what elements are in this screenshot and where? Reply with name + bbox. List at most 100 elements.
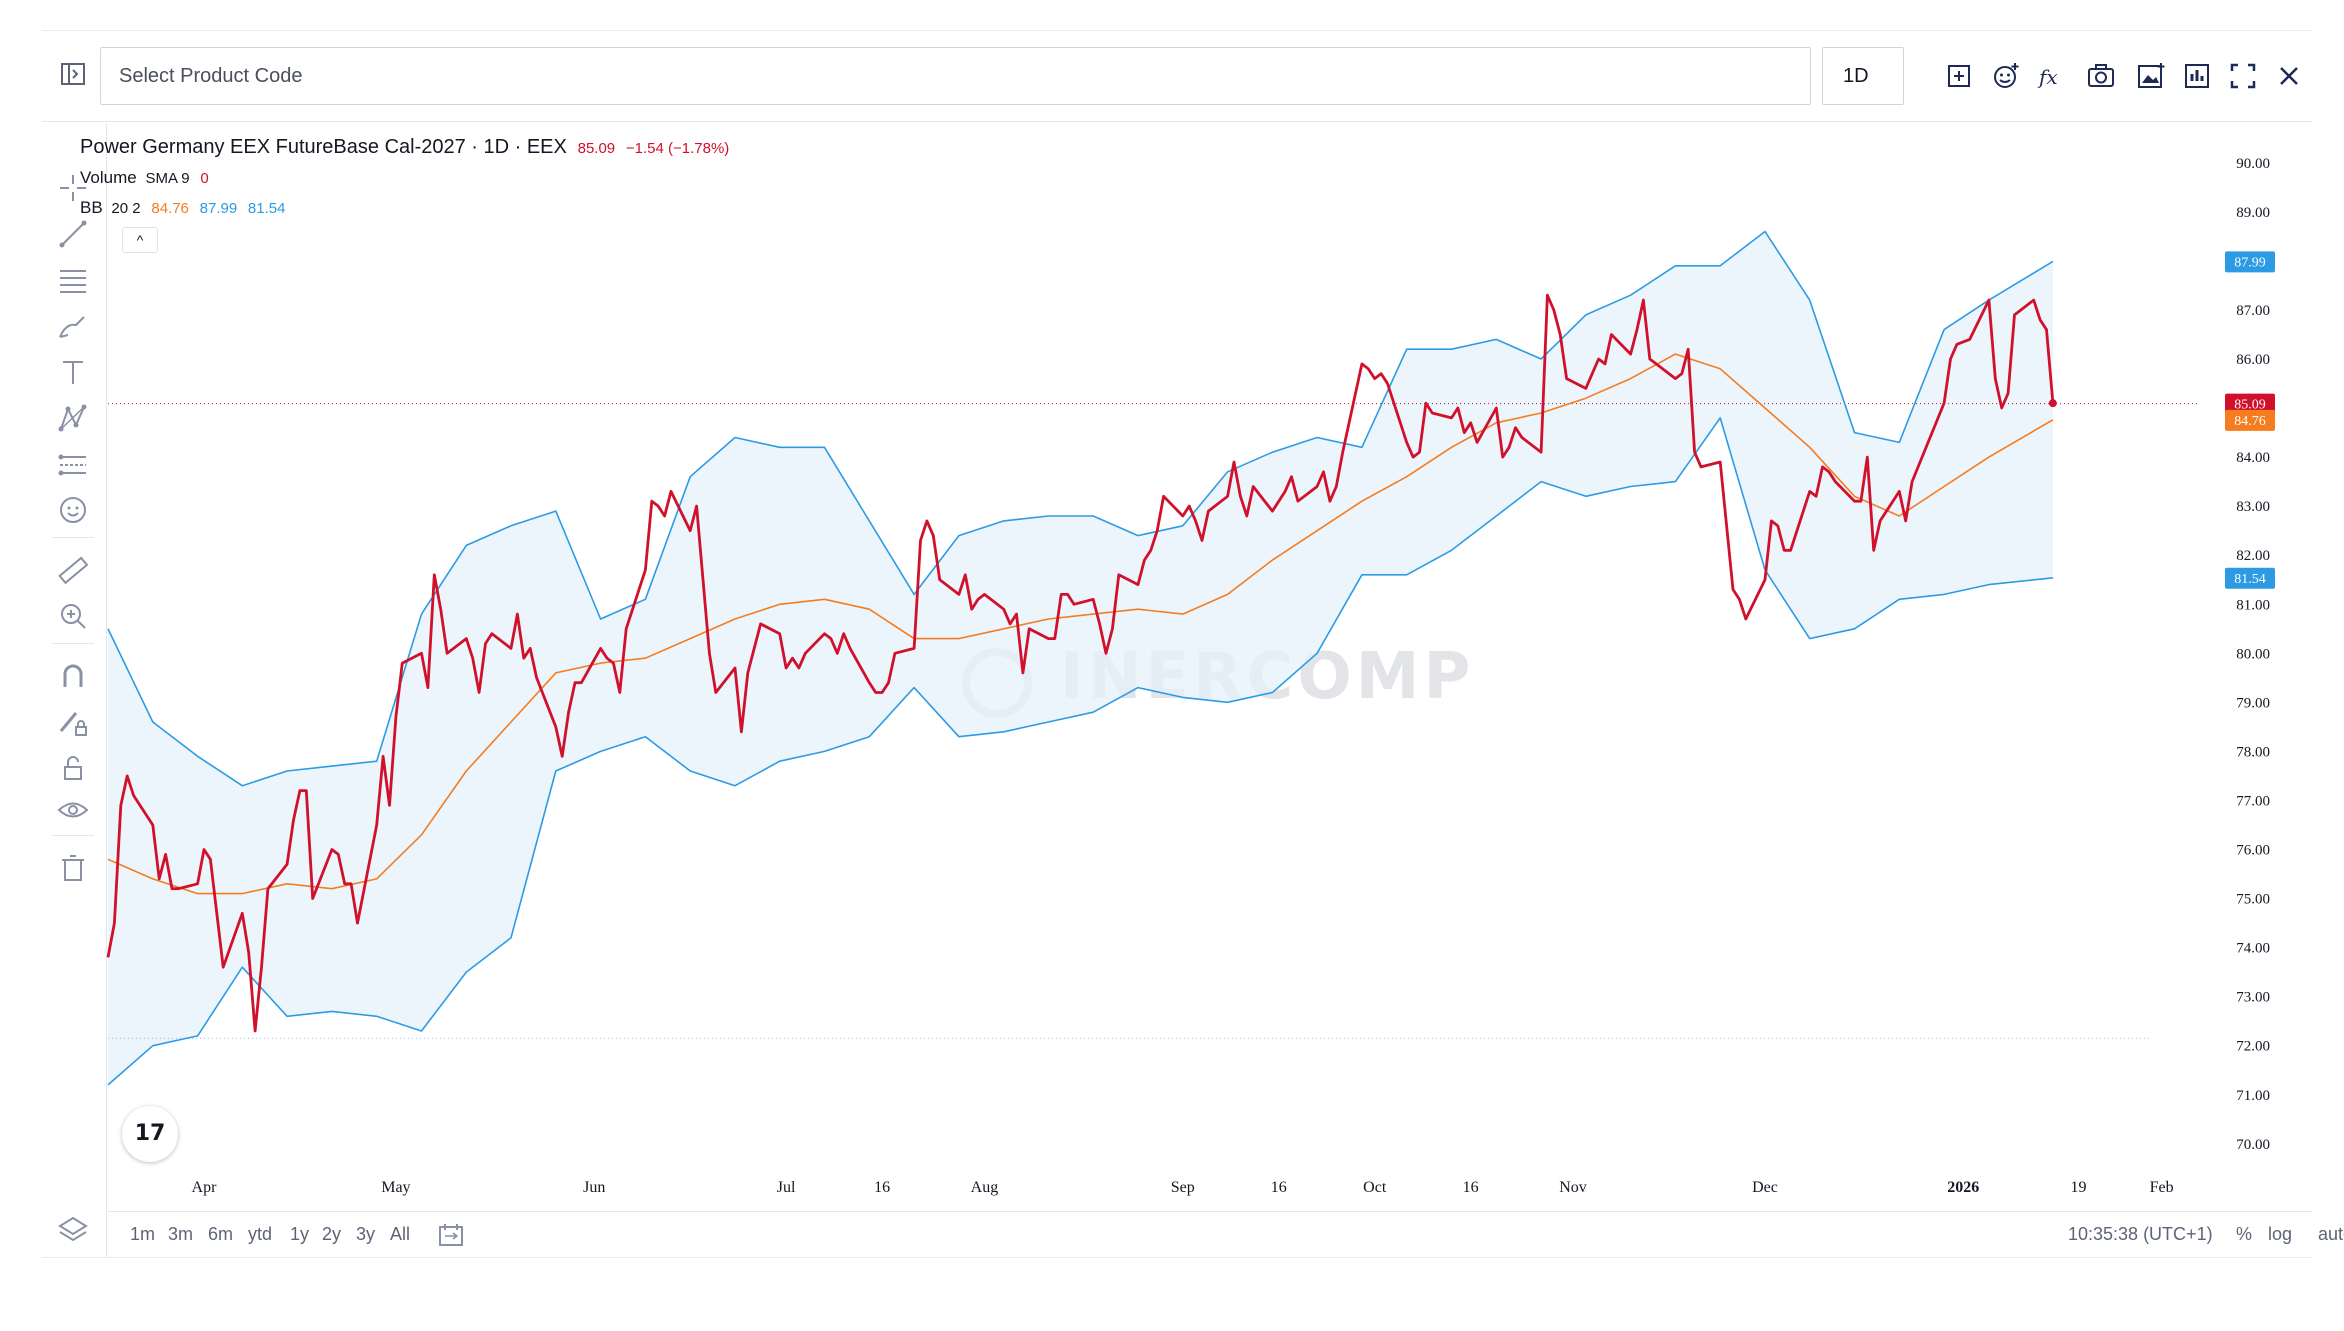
camera-icon[interactable] — [2084, 59, 2118, 93]
zoom-icon[interactable] — [56, 599, 90, 633]
eye-icon[interactable] — [56, 793, 90, 827]
interval-selector[interactable]: 1D — [1822, 47, 1904, 105]
chart-widget: 1D fx 1m 3m 6m ytd 1y 2y — [42, 30, 2344, 1258]
x-tick-label: Jun — [583, 1179, 605, 1196]
layers-icon[interactable] — [56, 1213, 90, 1247]
legend-symbol-row: Power Germany EEX FutureBase Cal-2027 · … — [80, 136, 729, 159]
price-badge-lower-label: 81.54 — [2234, 572, 2266, 587]
bar-chart-icon[interactable] — [2180, 59, 2214, 93]
legend-bb-upper: 87.99 — [199, 200, 238, 217]
sidebar-toggle-icon[interactable] — [60, 61, 86, 87]
pattern-icon[interactable] — [56, 401, 90, 435]
y-tick-label: 86.00 — [2236, 352, 2270, 368]
legend-last-price: 85.09 — [577, 140, 616, 157]
range-6m[interactable]: 6m — [208, 1224, 234, 1244]
bb-upper-line — [107, 230, 2054, 787]
y-tick-label: 89.00 — [2236, 205, 2270, 221]
bb-basis-line — [107, 353, 2054, 895]
y-tick-label: 78.00 — [2236, 744, 2270, 760]
x-tick-label: 16 — [874, 1179, 890, 1196]
percent-scale-toggle[interactable]: % — [2236, 1224, 2253, 1244]
legend-volume-value: 0 — [200, 170, 209, 187]
x-tick-label: 16 — [1463, 1179, 1479, 1196]
x-tick-label: 2026 — [1947, 1179, 1979, 1196]
add-compare-icon[interactable] — [1942, 59, 1976, 93]
x-tick-label: 16 — [1271, 1179, 1287, 1196]
range-3y[interactable]: 3y — [356, 1224, 376, 1244]
crosshair-icon[interactable] — [56, 171, 90, 205]
legend-volume-row: Volume SMA 9 0 — [80, 168, 209, 188]
price-badge-basis-label: 84.76 — [2234, 414, 2266, 429]
legend-collapse-button[interactable]: ^ — [122, 227, 158, 253]
y-tick-label: 84.00 — [2236, 450, 2270, 466]
x-tick-label: Nov — [1559, 1179, 1587, 1196]
price-line — [106, 293, 2055, 1033]
svg-text:fx: fx — [2037, 65, 2058, 89]
x-tick-label: 19 — [2070, 1179, 2086, 1196]
horizontal-lines-icon[interactable] — [56, 263, 90, 297]
price-badge-lower — [2225, 567, 2275, 589]
range-1m[interactable]: 1m — [130, 1224, 156, 1244]
range-1y[interactable]: 1y — [290, 1224, 310, 1244]
x-tick-label: Jul — [777, 1179, 796, 1196]
y-tick-label: 74.00 — [2236, 941, 2270, 957]
bb-lower-line — [107, 417, 2053, 1086]
range-2y[interactable]: 2y — [322, 1224, 342, 1244]
legend-symbol[interactable]: Power Germany EEX FutureBase Cal-2027 · … — [80, 136, 567, 158]
forecast-icon[interactable] — [56, 447, 90, 481]
x-tick-label: Oct — [1363, 1179, 1387, 1196]
legend-bb-basis: 84.76 — [151, 200, 189, 217]
magnet-icon[interactable] — [56, 659, 90, 693]
emoji-icon[interactable] — [1989, 59, 2023, 93]
range-all[interactable]: All — [390, 1224, 411, 1244]
x-tick-label: Sep — [1171, 1179, 1195, 1196]
fullscreen-icon[interactable] — [2226, 59, 2260, 93]
price-badge-last-label: 85.09 — [2234, 398, 2266, 413]
legend-volume-params: SMA 9 — [145, 170, 190, 187]
price-badge-last — [2225, 393, 2275, 415]
y-tick-label: 87.00 — [2236, 303, 2270, 319]
legend-bb-label[interactable]: BB — [80, 198, 103, 217]
range-3m[interactable]: 3m — [168, 1224, 194, 1244]
lock-icon[interactable] — [56, 751, 90, 785]
legend-volume-label[interactable]: Volume — [80, 168, 137, 187]
trend-line-icon[interactable] — [56, 217, 90, 251]
trash-icon[interactable] — [56, 851, 90, 885]
clock-timezone[interactable]: 10:35:38 (UTC+1) — [2068, 1224, 2213, 1244]
y-tick-label: 76.00 — [2236, 843, 2270, 859]
bollinger-band-fill — [108, 231, 2053, 1085]
x-tick-label: Feb — [2150, 1179, 2174, 1196]
y-tick-label: 77.00 — [2236, 793, 2270, 809]
y-tick-label: 70.00 — [2236, 1137, 2270, 1153]
auto-scale-toggle[interactable]: auto — [2318, 1224, 2344, 1244]
ruler-icon[interactable] — [56, 553, 90, 587]
chart-image-icon[interactable] — [2134, 59, 2168, 93]
product-code-search[interactable] — [100, 47, 1811, 105]
price-badge-upper — [2225, 251, 2275, 273]
last-price-dot — [2048, 399, 2057, 408]
indicators-icon[interactable]: fx — [2035, 59, 2069, 93]
product-code-input[interactable] — [101, 48, 1810, 104]
brush-icon[interactable] — [56, 309, 90, 343]
top-toolbar: 1D fx — [42, 31, 2312, 122]
x-tick-label: Apr — [192, 1179, 218, 1196]
lock-drawing-icon[interactable] — [56, 705, 90, 739]
y-tick-label: 71.00 — [2236, 1088, 2270, 1104]
close-icon[interactable] — [2272, 59, 2306, 93]
bottom-toolbar: 1m 3m 6m ytd 1y 2y 3y All 10:35:38 (UTC+… — [108, 1211, 2344, 1258]
drawing-toolbar — [42, 123, 107, 1257]
y-tick-label: 80.00 — [2236, 646, 2270, 662]
y-tick-label: 90.00 — [2236, 156, 2270, 172]
text-icon[interactable] — [56, 355, 90, 389]
log-scale-toggle[interactable]: log — [2268, 1224, 2293, 1244]
legend-bb-params: 20 2 — [111, 200, 141, 217]
legend-bb-lower: 81.54 — [247, 200, 286, 217]
go-to-date-icon[interactable] — [438, 1222, 464, 1253]
tradingview-logo[interactable]: 17 — [122, 1106, 178, 1162]
y-tick-label: 73.00 — [2236, 990, 2270, 1006]
range-ytd[interactable]: ytd — [248, 1224, 273, 1244]
legend-change: −1.54 (−1.78%) — [625, 140, 730, 157]
y-tick-label: 79.00 — [2236, 695, 2270, 711]
emoji-tool-icon[interactable] — [56, 493, 90, 527]
